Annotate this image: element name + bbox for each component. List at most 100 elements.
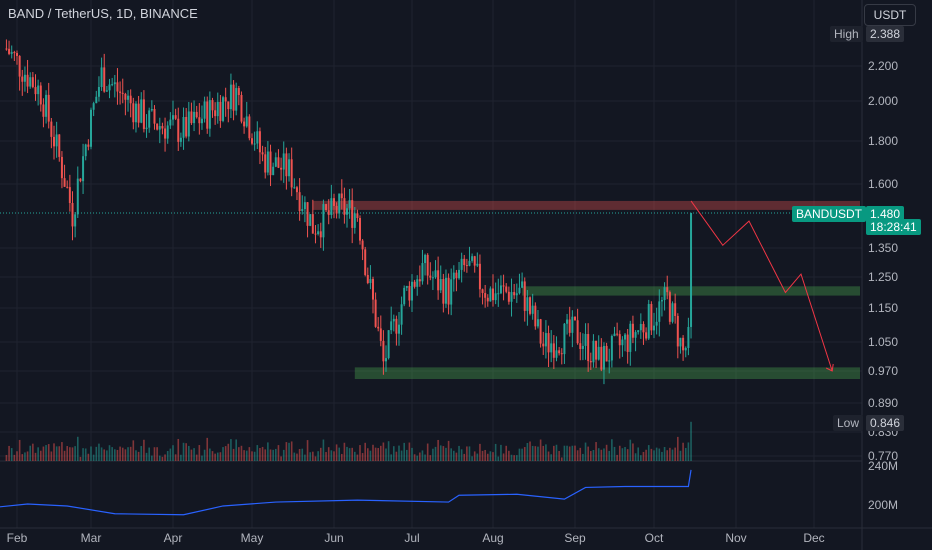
candle-body[interactable] — [616, 333, 619, 335]
candle-body[interactable] — [563, 323, 566, 355]
candle-body[interactable] — [374, 299, 377, 327]
candle-body[interactable] — [39, 85, 42, 105]
candle-body[interactable] — [411, 281, 413, 301]
candle-body[interactable] — [100, 67, 103, 88]
candle-body[interactable] — [429, 275, 432, 278]
candle-body[interactable] — [97, 87, 100, 97]
candle-body[interactable] — [66, 186, 69, 188]
candle-body[interactable] — [335, 205, 338, 214]
candle-body[interactable] — [50, 121, 53, 137]
candle-body[interactable] — [379, 328, 382, 341]
candle-body[interactable] — [523, 281, 526, 311]
candle-body[interactable] — [119, 91, 122, 93]
candle-body[interactable] — [251, 138, 253, 144]
candle-body[interactable] — [13, 52, 16, 54]
candle-body[interactable] — [53, 136, 55, 147]
candle-body[interactable] — [369, 278, 372, 284]
candle-body[interactable] — [416, 279, 419, 287]
candle-body[interactable] — [348, 200, 351, 209]
candle-body[interactable] — [513, 292, 516, 296]
candle-body[interactable] — [624, 334, 627, 340]
candle-body[interactable] — [505, 286, 508, 292]
plot-area[interactable] — [0, 0, 862, 528]
candle-body[interactable] — [269, 151, 272, 176]
candle-body[interactable] — [510, 292, 513, 302]
candle-body[interactable] — [356, 213, 359, 219]
candle-body[interactable] — [494, 293, 497, 301]
candle-body[interactable] — [566, 319, 569, 324]
candle-body[interactable] — [460, 258, 463, 270]
candle-body[interactable] — [327, 210, 330, 215]
candle-body[interactable] — [295, 187, 298, 193]
candle-body[interactable] — [34, 87, 37, 95]
candle-body[interactable] — [314, 233, 317, 235]
candle-body[interactable] — [195, 111, 198, 118]
candle-body[interactable] — [261, 152, 264, 155]
candle-body[interactable] — [610, 335, 613, 361]
candle-body[interactable] — [390, 321, 393, 331]
candle-body[interactable] — [626, 334, 629, 352]
candle-body[interactable] — [23, 74, 26, 82]
candle-body[interactable] — [605, 345, 608, 362]
candle-body[interactable] — [203, 101, 206, 119]
candle-body[interactable] — [542, 343, 545, 347]
candle-body[interactable] — [492, 288, 494, 301]
candle-body[interactable] — [424, 254, 427, 264]
candle-body[interactable] — [377, 326, 380, 329]
candle-body[interactable] — [343, 198, 346, 215]
candle-body[interactable] — [653, 325, 655, 331]
candle-body[interactable] — [621, 339, 624, 346]
candle-body[interactable] — [319, 231, 322, 238]
candle-body[interactable] — [452, 272, 455, 280]
candle-body[interactable] — [16, 53, 18, 56]
candle-body[interactable] — [668, 292, 671, 322]
candle-body[interactable] — [240, 94, 243, 122]
candle-body[interactable] — [359, 218, 361, 241]
candle-body[interactable] — [679, 337, 682, 347]
candle-body[interactable] — [87, 144, 90, 147]
candle-body[interactable] — [671, 303, 674, 322]
candle-body[interactable] — [560, 353, 563, 355]
candle-body[interactable] — [450, 279, 453, 305]
candle-body[interactable] — [293, 187, 296, 189]
candle-body[interactable] — [235, 88, 238, 111]
candle-body[interactable] — [539, 319, 542, 344]
candle-body[interactable] — [113, 82, 116, 85]
candle-body[interactable] — [465, 265, 468, 267]
candle-body[interactable] — [274, 157, 277, 167]
candle-body[interactable] — [518, 287, 521, 294]
candle-body[interactable] — [687, 326, 690, 348]
candle-body[interactable] — [478, 263, 481, 290]
candle-body[interactable] — [150, 108, 153, 111]
candle-body[interactable] — [185, 117, 188, 137]
candle-body[interactable] — [382, 340, 385, 362]
candle-body[interactable] — [124, 93, 127, 100]
candle-body[interactable] — [277, 157, 280, 168]
candle-body[interactable] — [439, 279, 442, 291]
candle-body[interactable] — [37, 85, 40, 95]
candle-body[interactable] — [156, 123, 159, 130]
candle-body[interactable] — [447, 277, 450, 305]
candle-body[interactable] — [442, 279, 445, 304]
candle-body[interactable] — [322, 204, 325, 238]
candle-body[interactable] — [169, 119, 172, 126]
candle-body[interactable] — [309, 214, 312, 226]
candle-body[interactable] — [311, 214, 314, 234]
candle-body[interactable] — [458, 269, 461, 279]
candle-body[interactable] — [280, 167, 283, 170]
candle-body[interactable] — [84, 144, 87, 157]
candle-body[interactable] — [264, 154, 267, 173]
candle-body[interactable] — [317, 231, 320, 235]
candle-body[interactable] — [224, 97, 227, 102]
candle-body[interactable] — [288, 159, 291, 177]
candle-body[interactable] — [647, 304, 650, 339]
candle-body[interactable] — [600, 346, 603, 370]
candle-body[interactable] — [193, 111, 196, 124]
candle-body[interactable] — [444, 277, 447, 304]
candle-body[interactable] — [182, 117, 185, 138]
candle-body[interactable] — [372, 278, 374, 300]
candle-body[interactable] — [413, 281, 416, 287]
candle-body[interactable] — [552, 343, 555, 358]
candle-body[interactable] — [237, 88, 240, 95]
